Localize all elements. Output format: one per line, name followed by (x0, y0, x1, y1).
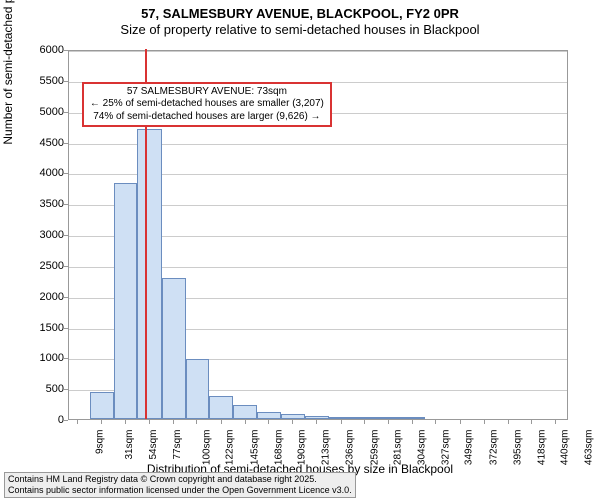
annotation-line-3: 74% of semi-detached houses are larger (… (88, 111, 327, 124)
histogram-bar (233, 405, 257, 419)
y-tick-mark (64, 143, 68, 144)
gridline (69, 51, 567, 52)
x-tick-mark (364, 420, 365, 424)
histogram-bar (186, 359, 209, 419)
x-tick-label: 440sqm (560, 430, 571, 466)
annotation-line-2: ← 25% of semi-detached houses are smalle… (88, 98, 327, 111)
x-tick-label: 31sqm (124, 430, 135, 460)
x-tick-label: 372sqm (488, 430, 499, 466)
y-tick-label: 500 (14, 383, 64, 395)
x-tick-label: 236sqm (345, 430, 356, 466)
x-tick-label: 327sqm (441, 430, 452, 466)
x-tick-mark (531, 420, 532, 424)
x-tick-label: 145sqm (249, 430, 260, 466)
histogram-bar (114, 183, 137, 419)
y-tick-label: 4000 (14, 167, 64, 179)
x-tick-label: 213sqm (321, 430, 332, 466)
histogram-bar (137, 129, 161, 419)
y-tick-label: 6000 (14, 44, 64, 56)
x-tick-mark (388, 420, 389, 424)
histogram-bar (257, 412, 280, 419)
attribution-footer: Contains HM Land Registry data © Crown c… (4, 472, 356, 499)
x-tick-mark (292, 420, 293, 424)
x-tick-mark (268, 420, 269, 424)
y-tick-mark (64, 173, 68, 174)
y-tick-mark (64, 328, 68, 329)
y-tick-label: 4500 (14, 137, 64, 149)
histogram-bar (281, 414, 305, 419)
x-tick-label: 259sqm (369, 430, 380, 466)
x-tick-mark (173, 420, 174, 424)
x-tick-mark (221, 420, 222, 424)
x-tick-mark (412, 420, 413, 424)
x-tick-label: 9sqm (95, 430, 106, 454)
annotation-line-1: 57 SALMESBURY AVENUE: 73sqm (88, 86, 327, 99)
x-tick-mark (101, 420, 102, 424)
histogram-bar (305, 416, 329, 419)
footer-line-1: Contains HM Land Registry data © Crown c… (8, 474, 352, 485)
x-tick-label: 395sqm (512, 430, 523, 466)
footer-line-2: Contains public sector information licen… (8, 485, 352, 496)
y-tick-label: 2000 (14, 291, 64, 303)
y-tick-label: 3000 (14, 229, 64, 241)
x-tick-mark (77, 420, 78, 424)
x-tick-mark (484, 420, 485, 424)
x-tick-label: 77sqm (172, 430, 183, 460)
y-tick-mark (64, 358, 68, 359)
x-tick-mark (460, 420, 461, 424)
x-tick-label: 100sqm (202, 430, 213, 466)
x-tick-label: 349sqm (464, 430, 475, 466)
histogram-bar (162, 278, 186, 419)
y-tick-label: 3500 (14, 198, 64, 210)
x-tick-label: 122sqm (225, 430, 236, 466)
annotation-box: 57 SALMESBURY AVENUE: 73sqm← 25% of semi… (82, 82, 333, 128)
x-tick-label: 54sqm (148, 430, 159, 460)
y-tick-mark (64, 112, 68, 113)
histogram-bar (401, 417, 425, 419)
x-tick-mark (508, 420, 509, 424)
y-tick-mark (64, 235, 68, 236)
histogram-bar (209, 396, 233, 419)
x-tick-mark (341, 420, 342, 424)
x-tick-mark (316, 420, 317, 424)
y-tick-label: 5000 (14, 106, 64, 118)
y-tick-mark (64, 81, 68, 82)
y-tick-mark (64, 266, 68, 267)
y-tick-label: 1500 (14, 322, 64, 334)
chart-title-address: 57, SALMESBURY AVENUE, BLACKPOOL, FY2 0P… (0, 6, 600, 21)
x-tick-label: 418sqm (537, 430, 548, 466)
histogram-bar (329, 417, 353, 419)
chart-subtitle: Size of property relative to semi-detach… (0, 22, 600, 37)
y-tick-label: 2500 (14, 260, 64, 272)
y-tick-mark (64, 389, 68, 390)
x-tick-label: 168sqm (273, 430, 284, 466)
y-tick-label: 0 (14, 414, 64, 426)
x-tick-label: 281sqm (392, 430, 403, 466)
x-tick-mark (245, 420, 246, 424)
histogram-bar (90, 392, 114, 419)
y-tick-mark (64, 50, 68, 51)
y-axis-label: Number of semi-detached properties (1, 0, 15, 145)
y-tick-label: 1000 (14, 352, 64, 364)
plot-area: 57 SALMESBURY AVENUE: 73sqm← 25% of semi… (68, 50, 568, 420)
histogram-bar (376, 417, 400, 419)
x-tick-mark (435, 420, 436, 424)
y-tick-mark (64, 420, 68, 421)
x-tick-mark (555, 420, 556, 424)
x-tick-label: 304sqm (417, 430, 428, 466)
y-tick-mark (64, 204, 68, 205)
property-size-chart: 57, SALMESBURY AVENUE, BLACKPOOL, FY2 0P… (0, 0, 600, 500)
x-tick-mark (196, 420, 197, 424)
y-tick-mark (64, 297, 68, 298)
x-tick-label: 190sqm (297, 430, 308, 466)
x-tick-mark (149, 420, 150, 424)
x-tick-mark (125, 420, 126, 424)
y-tick-label: 5500 (14, 75, 64, 87)
histogram-bar (353, 417, 376, 419)
x-tick-label: 463sqm (584, 430, 595, 466)
